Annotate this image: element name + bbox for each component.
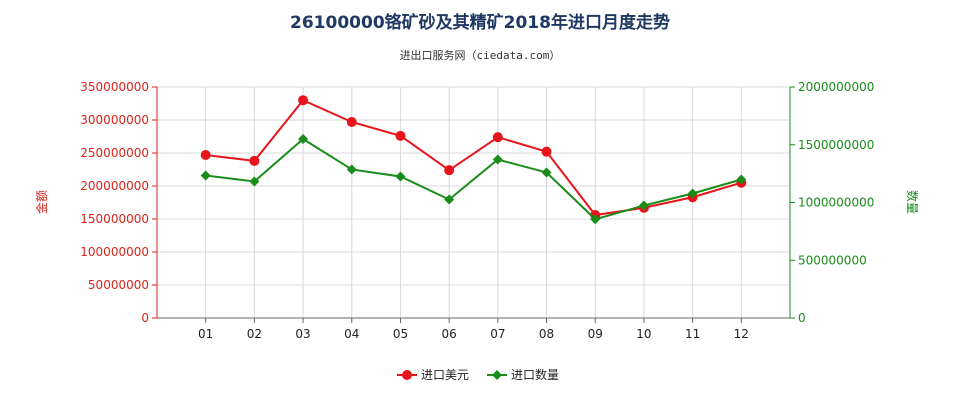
series-1-point-01	[200, 149, 211, 160]
y-right-axis-title: 数量	[905, 190, 920, 214]
y-left-tick-label-7: 350000000	[80, 80, 149, 94]
legend-swatch-marker-1	[402, 370, 412, 380]
y-left-tick-label-1: 50000000	[88, 278, 149, 292]
x-tick-label-11: 11	[685, 327, 700, 341]
series-1-point-02	[249, 155, 260, 166]
x-tick-label-02: 02	[247, 327, 262, 341]
y-right-tick-label-2: 1000000000	[798, 196, 874, 210]
series-1-point-03	[298, 95, 309, 106]
y-left-tick-label-0: 0	[141, 311, 149, 325]
series-1-line	[205, 98, 742, 217]
series-2-point-03	[298, 133, 309, 144]
y-left-tick-label-6: 300000000	[80, 113, 149, 127]
x-tick-label-03: 03	[295, 327, 310, 341]
y-left-tick-label-2: 100000000	[80, 245, 149, 259]
y-left-tick-label-5: 250000000	[80, 146, 149, 160]
y-left-tick-label-4: 200000000	[80, 179, 149, 193]
y-right-tick-label-0: 0	[798, 311, 806, 325]
y-right-tick-label-3: 1500000000	[798, 138, 874, 152]
series-2-point-07	[492, 154, 503, 165]
legend: 进口美元 进口数量	[397, 367, 559, 382]
series-1-point-04	[346, 116, 357, 127]
chart-title: 26100000铬矿砂及其精矿2018年进口月度走势	[290, 12, 670, 33]
y-right-tick-label-4: 2000000000	[798, 80, 874, 94]
chart-subtitle: 进出口服务网（ciedata.com）	[400, 48, 561, 62]
x-tick-label-10: 10	[636, 327, 651, 341]
legend-label-2: 进口数量	[511, 367, 559, 382]
x-tick-label-01: 01	[198, 327, 213, 341]
grid	[157, 86, 790, 319]
series-1-point-06	[444, 165, 455, 176]
x-tick-label-09: 09	[588, 327, 603, 341]
x-tick-label-07: 07	[490, 327, 505, 341]
legend-swatch-marker-2	[492, 370, 502, 380]
series-1-point-08	[541, 146, 552, 157]
series-2-point-01	[200, 170, 211, 181]
legend-item-2: 进口数量	[487, 367, 559, 382]
series-2-point-12	[736, 174, 747, 185]
series-2-point-11	[687, 188, 698, 199]
x-tick-label-05: 05	[393, 327, 408, 341]
legend-label-1: 进口美元	[421, 368, 469, 382]
x-tick-label-12: 12	[734, 327, 749, 341]
y-left-tick-label-3: 150000000	[80, 212, 149, 226]
x-tick-label-06: 06	[442, 327, 457, 341]
series-1-point-07	[492, 132, 503, 143]
series-2-point-02	[249, 176, 260, 187]
axes: 0 50000000 100000000 150000000 200000000 2500…	[80, 80, 874, 341]
x-tick-label-04: 04	[344, 327, 359, 341]
series-2-point-10	[638, 200, 649, 211]
series-layer	[200, 95, 747, 225]
series-2-point-08	[541, 167, 552, 178]
series-1-point-05	[395, 130, 406, 141]
series-2-point-06	[444, 194, 455, 205]
y-left-axis-title: 金额	[34, 190, 49, 214]
series-2-point-04	[346, 164, 357, 175]
y-right-tick-label-1: 500000000	[798, 253, 867, 267]
series-2-line	[205, 137, 742, 221]
x-tick-label-08: 08	[539, 327, 554, 341]
legend-item-1: 进口美元	[397, 368, 469, 382]
series-2-point-05	[395, 171, 406, 182]
series-2-point-09	[590, 214, 601, 225]
